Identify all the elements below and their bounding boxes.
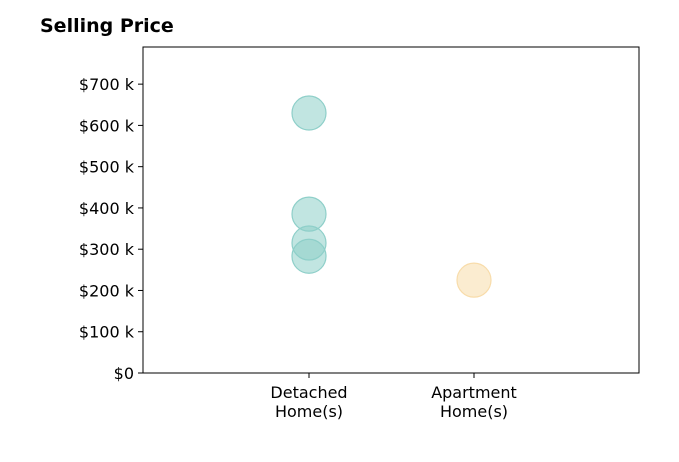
data-point (291, 238, 327, 274)
x-axis-ticks: Detached Home(s)Apartment Home(s) (270, 373, 517, 421)
data-point (291, 95, 327, 131)
y-axis-ticks: $0 $100 k $200 k $300 k $400 k $500 k $600 k $7… (79, 75, 143, 383)
y-tick-label: $400 k (79, 199, 135, 218)
y-tick-label: $200 k (79, 281, 135, 300)
y-tick-label: $600 k (79, 116, 135, 135)
x-tick-label-line: Detached (270, 383, 347, 402)
data-points (291, 95, 492, 298)
data-point (456, 262, 492, 298)
x-tick-label: Apartment Home(s) (431, 383, 517, 421)
x-tick-label-line: Apartment (431, 383, 517, 402)
chart-title: Selling Price (40, 15, 174, 37)
plot-frame (142, 46, 640, 374)
y-tick-label: $0 (114, 364, 134, 383)
y-tick-label: $100 k (79, 323, 135, 342)
y-tick-label: $500 k (79, 158, 135, 177)
y-tick-label: $300 k (79, 240, 135, 259)
x-tick-label-line: Home(s) (275, 402, 343, 421)
x-tick-label-line: Home(s) (440, 402, 508, 421)
x-tick-label: Detached Home(s) (270, 383, 347, 421)
y-tick-label: $700 k (79, 75, 135, 94)
